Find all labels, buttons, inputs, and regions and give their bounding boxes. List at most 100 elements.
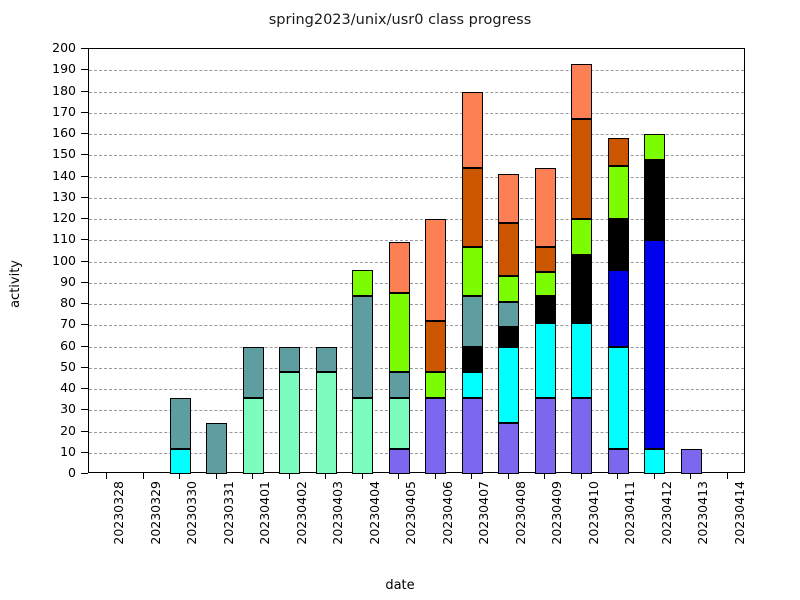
bar-segment-aquamarine[interactable] [315,372,337,474]
bar-segment-cyan[interactable] [534,323,556,398]
bar-segment-salmon[interactable] [425,219,447,321]
bar-segment-teal-gray[interactable] [461,295,483,347]
bar-segment-black[interactable] [571,255,593,324]
x-axis-tick-label: 20230407 [476,481,492,545]
bar-column[interactable] [717,49,738,472]
x-axis-tick-label: 20230330 [184,481,200,545]
x-axis-tick-label: 20230406 [439,481,455,545]
bar-segment-green[interactable] [352,270,374,296]
bar-segment-cyan[interactable] [644,448,666,474]
y-axis-tick [81,303,88,304]
bar-segment-black[interactable] [534,295,556,324]
bar-column[interactable] [498,49,520,474]
x-axis-tick [507,473,509,479]
y-axis-tick [81,430,88,432]
bar-segment-green[interactable] [644,134,666,160]
bar-segment-purple[interactable] [534,397,556,474]
bar-segment-dark-orange[interactable] [607,138,629,166]
bar-segment-purple[interactable] [680,448,702,474]
bar-column[interactable] [279,49,301,474]
bar-column[interactable] [352,49,374,474]
bar-column[interactable] [133,49,154,472]
bar-segment-teal-gray[interactable] [388,372,410,398]
bar-segment-salmon[interactable] [498,174,520,224]
bar-column[interactable] [388,49,410,474]
bar-segment-dark-orange[interactable] [571,119,593,219]
bar-segment-cyan[interactable] [461,372,483,398]
bar-segment-purple[interactable] [607,448,629,474]
bar-segment-green[interactable] [388,293,410,372]
chart-title: spring2023/unix/usr0 class progress [268,12,532,28]
bar-segment-teal-gray[interactable] [315,346,337,372]
bar-column[interactable] [97,49,118,472]
x-axis-tick-label: 20230401 [257,481,273,545]
bar-segment-cyan[interactable] [571,323,593,398]
bar-segment-green[interactable] [571,219,593,256]
bar-column[interactable] [534,49,556,474]
bar-segment-aquamarine[interactable] [242,397,264,474]
bar-segment-blue[interactable] [644,240,666,449]
x-axis-labels: 20230328 20230329 20230330 20230331 20230401… [0,473,800,583]
bar-segment-dark-orange[interactable] [498,223,520,277]
bar-column[interactable] [680,49,702,474]
bar-segment-teal-gray[interactable] [169,397,191,449]
bar-segment-salmon[interactable] [461,91,483,168]
bar-segment-cyan[interactable] [607,346,629,449]
y-axis-tick-label: 110 [52,231,76,247]
bar-column[interactable] [607,49,629,474]
bar-column[interactable] [425,49,447,474]
bar-segment-black[interactable] [461,346,483,372]
bar-column[interactable] [644,49,666,474]
y-axis-tick-label: 140 [52,167,76,183]
bar-stack [461,49,483,474]
y-axis-tick [81,69,88,71]
bar-stack [425,49,447,474]
bar-segment-green[interactable] [461,246,483,296]
x-axis-tick [252,473,254,479]
bar-segment-dark-orange[interactable] [425,321,447,372]
bar-segment-teal-gray[interactable] [206,423,228,474]
bar-column[interactable] [242,49,264,474]
bar-segment-blue[interactable] [607,270,629,347]
bar-segment-salmon[interactable] [534,168,556,247]
bar-segment-dark-orange[interactable] [461,168,483,247]
y-axis-tick [81,324,88,326]
bar-segment-salmon[interactable] [388,242,410,294]
bar-segment-teal-gray[interactable] [242,346,264,398]
bar-column[interactable] [571,49,593,474]
bar-segment-green[interactable] [607,165,629,219]
bar-segment-cyan[interactable] [169,448,191,474]
y-axis-tick-label: 80 [60,295,76,310]
bar-segment-purple[interactable] [571,397,593,474]
bar-column[interactable] [315,49,337,474]
x-axis-tick [361,473,363,479]
bar-segment-green[interactable] [425,372,447,398]
bar-segment-dark-orange[interactable] [534,246,556,273]
bar-segment-aquamarine[interactable] [279,372,301,474]
bar-segment-purple[interactable] [498,423,520,474]
bar-column[interactable] [206,49,228,474]
x-axis-tick-label: 20230412 [658,481,674,545]
bar-segment-purple[interactable] [461,397,483,474]
bar-segment-green[interactable] [498,276,520,302]
bar-column[interactable] [169,49,191,474]
bar-segment-aquamarine[interactable] [388,397,410,449]
bar-segment-purple[interactable] [388,448,410,474]
bar-segment-purple[interactable] [425,397,447,474]
bar-segment-teal-gray[interactable] [498,301,520,328]
bars-layer [89,49,744,474]
bar-column[interactable] [461,49,483,474]
y-axis-tick-label: 170 [52,103,76,119]
bar-stack [352,49,374,474]
bar-segment-cyan[interactable] [498,346,520,423]
bar-segment-black[interactable] [644,159,666,241]
bar-stack [279,49,301,474]
bar-segment-teal-gray[interactable] [352,295,374,398]
bar-segment-black[interactable] [498,327,520,347]
bar-segment-teal-gray[interactable] [279,346,301,372]
bar-segment-aquamarine[interactable] [352,397,374,474]
bar-segment-green[interactable] [534,272,556,296]
bar-segment-salmon[interactable] [571,63,593,120]
x-axis-tick-label: 20230408 [512,481,528,545]
bar-segment-black[interactable] [607,219,629,270]
